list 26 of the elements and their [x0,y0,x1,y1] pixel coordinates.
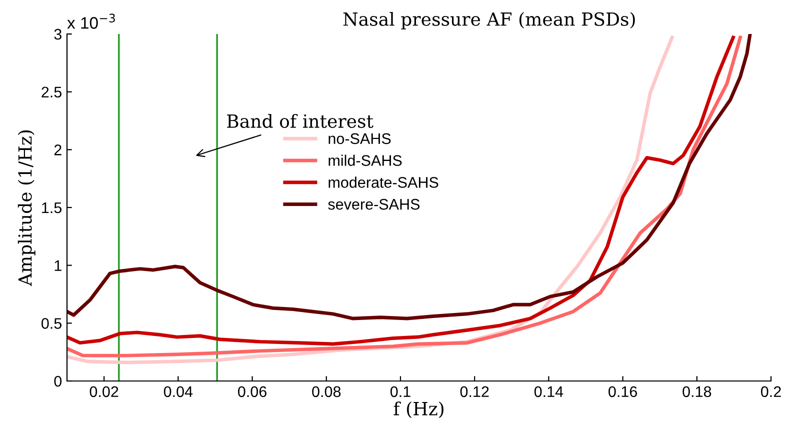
y-tick-label: 1.5 [42,202,62,214]
x-tick-label: 0.18 [682,386,712,398]
y-tick-label: 3 [54,28,62,40]
y-tick-label: 2.5 [42,86,62,98]
x-tick-label: 0.14 [534,386,564,398]
y-axis-title: Amplitude (1/Hz) [18,130,36,286]
x-tick-label: 0.1 [390,386,410,398]
y-tick-label: 0 [54,376,62,387]
x-tick-label: 0.04 [164,386,193,398]
chart-title: Nasal pressure AF (mean PSDs) [343,12,635,30]
text: x 10$^{−3}$ [67,14,115,29]
x-axis-title: f (Hz) [394,401,444,418]
y-tick-label: 2 [54,144,62,156]
legend-label: no-SAHS [328,133,391,144]
x-tick-label: 0.2 [760,386,781,398]
y-tick-label: 0.5 [42,318,62,329]
legend-label: moderate-SAHS [328,176,438,188]
y-tick-label: 1 [54,260,62,271]
x-tick-label: 0.06 [238,386,266,398]
x-tick-label: 0.12 [460,386,489,398]
x-tick-label: 0.08 [312,386,341,398]
legend-label: mild-SAHS [328,154,402,166]
x-tick-label: 0.16 [608,386,637,398]
x-tick-label: 0.02 [90,386,118,398]
legend-label: severe-SAHS [328,198,420,210]
annotation: Band of interest [227,114,374,128]
